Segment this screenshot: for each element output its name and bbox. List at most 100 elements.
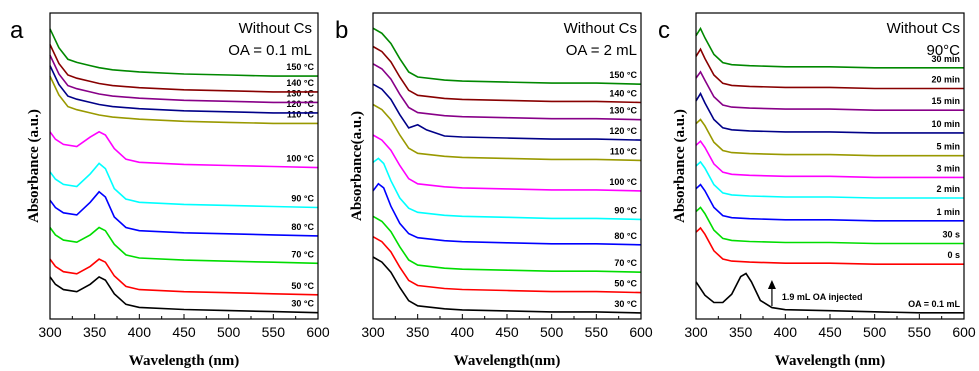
curve-label: OA = 0.1 mL	[908, 299, 960, 309]
series-line-2	[372, 215, 642, 273]
series-line-9	[695, 47, 964, 90]
x-tick-label: 450	[495, 324, 519, 340]
curve-label: 130 °C	[609, 106, 637, 116]
y-axis-title: Absorbance (a.u.)	[672, 109, 688, 223]
x-tick-label: 350	[406, 324, 430, 340]
series-line-8	[372, 63, 642, 121]
series-line-2	[49, 226, 319, 265]
series-line-3	[695, 183, 964, 222]
x-tick-label: 550	[585, 324, 609, 340]
x-tick-label: 600	[952, 324, 976, 340]
x-axis: 300 350 400 450 500 550 600	[361, 314, 653, 340]
x-axis-title: Wavelength(nm)	[454, 353, 561, 369]
x-tick-label: 500	[863, 324, 887, 340]
series-line-3	[49, 190, 319, 237]
curve-label: 80 °C	[291, 222, 314, 232]
series-line-4	[695, 160, 964, 199]
series-line-7	[49, 65, 318, 114]
y-axis-title: Absorbance (a.u.)	[26, 109, 42, 223]
series-line-10	[695, 26, 964, 69]
curve-label: 100 °C	[609, 177, 637, 187]
curve-label: 120 °C	[609, 126, 637, 136]
panel-annotation: Without Cs	[564, 20, 637, 37]
panel-letter: b	[335, 17, 348, 44]
panel-letter: a	[10, 17, 24, 44]
series-line-5	[49, 130, 319, 169]
series-line-0	[372, 256, 642, 314]
series-line-4	[49, 162, 319, 209]
x-tick-label: 500	[540, 324, 564, 340]
plot-frame	[695, 12, 965, 320]
x-axis-title: Wavelength (nm)	[775, 353, 885, 369]
x-tick-label: 400	[451, 324, 475, 340]
curve-label: 110 °C	[610, 146, 638, 156]
panel-b: 30 °C 50 °C 70 °C 80 °C 90 °C 100 °C 110 °C 120…	[335, 12, 653, 369]
x-axis: 300 350 400 450 500 550 600	[684, 314, 976, 340]
curve-label: 130 °C	[286, 88, 314, 98]
series-line-0	[695, 272, 964, 314]
series-line-6	[695, 118, 964, 157]
curve-label: 120 °C	[286, 99, 314, 109]
series-line-9	[49, 44, 318, 93]
series-line-4	[372, 157, 642, 221]
series-line-8	[49, 54, 318, 104]
arrow-up-icon	[767, 280, 776, 289]
curve-label: 30 °C	[614, 299, 637, 309]
x-tick-label: 600	[629, 324, 653, 340]
curve-label: 90 °C	[291, 194, 314, 204]
series-line-9	[372, 45, 642, 104]
curves: OA = 0.1 mL 0 s 30 s 1 min 2 min 3 min 5 min 10…	[695, 26, 964, 314]
curve-label: 150 °C	[609, 70, 637, 80]
series-line-6	[372, 103, 642, 162]
curve-label: 0 s	[947, 250, 960, 260]
x-tick-label: 550	[262, 324, 286, 340]
panel-a: 30 °C 50 °C 70 °C 80 °C 90 °C 100 °C 110 °C120…	[10, 12, 330, 369]
series-line-2	[695, 206, 964, 245]
curves: 30 °C 50 °C 70 °C 80 °C 90 °C 100 °C 110 °C 120…	[372, 27, 642, 314]
series-line-3	[372, 182, 642, 246]
curve-label: 30 s	[942, 230, 960, 240]
curve-label: 50 °C	[614, 279, 637, 289]
panel-letter: c	[658, 17, 670, 44]
panel-annotation: 90°C	[926, 42, 960, 59]
series-line-1	[372, 236, 642, 294]
x-tick-label: 400	[774, 324, 798, 340]
curve-label: 3 min	[936, 163, 960, 173]
x-tick-label: 300	[361, 324, 385, 340]
curve-label: 15 min	[931, 96, 960, 106]
curve-label: 5 min	[936, 142, 960, 152]
x-tick-label: 450	[172, 324, 196, 340]
panel-c: OA = 0.1 mL 0 s 30 s 1 min 2 min 3 min 5 min 10…	[658, 12, 976, 369]
x-tick-label: 300	[684, 324, 708, 340]
x-axis: 300 350 400 450 500 550 600	[38, 314, 330, 340]
x-tick-label: 450	[818, 324, 842, 340]
x-tick-label: 600	[306, 324, 330, 340]
curve-label: 80 °C	[614, 231, 637, 241]
x-tick-label: 350	[729, 324, 753, 340]
curve-label: 90 °C	[614, 205, 637, 215]
series-line-6	[49, 75, 318, 125]
series-line-1	[695, 226, 964, 265]
series-line-0	[49, 275, 319, 314]
curve-label: 70 °C	[614, 258, 637, 268]
curve-label: 140 °C	[286, 78, 314, 88]
y-axis-title: Absorbance(a.u.)	[349, 111, 365, 221]
panel-annotation: Without Cs	[887, 20, 960, 37]
curve-label: 100 °C	[286, 154, 314, 164]
x-axis-title: Wavelength (nm)	[129, 353, 239, 369]
curve-label: 30 min	[931, 54, 960, 64]
x-tick-label: 500	[217, 324, 241, 340]
curve-label: 50 °C	[291, 281, 314, 291]
series-line-10	[49, 28, 318, 77]
curve-label: 110 °C	[287, 109, 315, 119]
curve-label: 10 min	[931, 119, 960, 129]
curve-label: 140 °C	[609, 88, 637, 98]
series-line-7	[695, 91, 964, 134]
curve-label: 1 min	[936, 207, 960, 217]
x-tick-label: 400	[128, 324, 152, 340]
panel-annotation: Without Cs	[239, 20, 312, 37]
series-line-8	[695, 70, 964, 111]
series-line-10	[372, 27, 642, 85]
